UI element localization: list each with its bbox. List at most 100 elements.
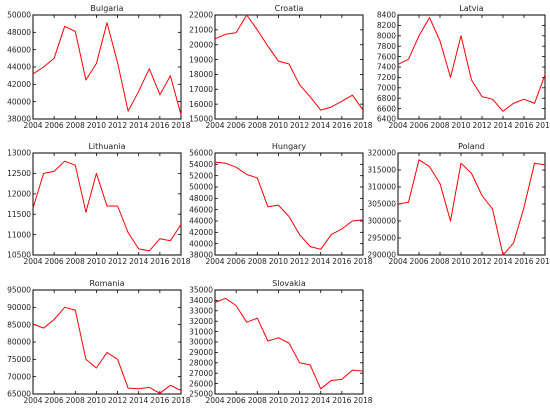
x-tick-label: 2018 bbox=[353, 396, 372, 405]
y-tick-label: 19000 bbox=[189, 55, 213, 64]
y-tick-label: 315000 bbox=[367, 166, 396, 175]
chart-panel: Romania 65000 70000 75000 80000 85000 90000 950… bbox=[7, 279, 191, 405]
x-tick-label: 2016 bbox=[150, 257, 169, 266]
y-tick-label: 16000 bbox=[189, 100, 213, 109]
x-tick-label: 2016 bbox=[150, 121, 169, 130]
x-tick-label: 2016 bbox=[332, 257, 351, 266]
y-tick-label: 6600 bbox=[377, 104, 396, 113]
y-tick-label: 6400 bbox=[377, 115, 396, 124]
chart-panel: Hungary 38000 40000 42000 44000 46000 48000 500… bbox=[189, 142, 373, 266]
chart-title: Hungary bbox=[272, 142, 306, 151]
y-tick-label: 7200 bbox=[377, 73, 396, 82]
y-tick-label: 38000 bbox=[189, 251, 213, 260]
x-tick-label: 2010 bbox=[269, 396, 288, 405]
y-tick-label: 6800 bbox=[377, 94, 396, 103]
x-tick-label: 2006 bbox=[227, 257, 246, 266]
y-tick-label: 65000 bbox=[7, 390, 31, 399]
y-tick-label: 56000 bbox=[189, 149, 213, 158]
x-tick-label: 2018 bbox=[353, 257, 372, 266]
x-tick-label: 2006 bbox=[409, 257, 428, 266]
y-tick-label: 7800 bbox=[377, 42, 396, 51]
chart-title: Latvia bbox=[459, 4, 483, 13]
x-tick-label: 2006 bbox=[45, 257, 64, 266]
x-tick-label: 2006 bbox=[45, 121, 64, 130]
x-tick-label: 2010 bbox=[451, 257, 470, 266]
x-tick-label: 2004 bbox=[23, 121, 42, 130]
x-tick-label: 2014 bbox=[311, 396, 330, 405]
x-tick-label: 2008 bbox=[66, 396, 85, 405]
y-tick-label: 75000 bbox=[7, 355, 31, 364]
x-tick-label: 2004 bbox=[205, 121, 224, 130]
x-tick-label: 2014 bbox=[129, 396, 148, 405]
x-tick-label: 2014 bbox=[311, 257, 330, 266]
x-tick-label: 2014 bbox=[311, 121, 330, 130]
series-line bbox=[214, 161, 364, 250]
x-tick-label: 2018 bbox=[353, 121, 372, 130]
series-line bbox=[32, 22, 182, 115]
plot-frame bbox=[214, 152, 364, 256]
x-tick-label: 2012 bbox=[290, 121, 309, 130]
y-tick-label: 48000 bbox=[189, 194, 213, 203]
y-tick-label: 8400 bbox=[377, 11, 396, 20]
y-tick-label: 42000 bbox=[189, 228, 213, 237]
y-tick-label: 8200 bbox=[377, 21, 396, 30]
x-tick-label: 2014 bbox=[493, 121, 512, 130]
x-tick-label: 2010 bbox=[87, 257, 106, 266]
x-tick-label: 2012 bbox=[108, 121, 127, 130]
y-tick-label: 85000 bbox=[7, 320, 31, 329]
series-line bbox=[397, 17, 546, 112]
y-tick-label: 26000 bbox=[189, 379, 213, 388]
x-tick-label: 2014 bbox=[129, 257, 148, 266]
x-tick-label: 2010 bbox=[269, 257, 288, 266]
y-tick-label: 28000 bbox=[189, 359, 213, 368]
chart-title: Romania bbox=[90, 279, 125, 288]
chart-panel: Lithuania 10500 11000 11500 12000 12500 13000 2… bbox=[7, 142, 191, 266]
y-tick-label: 48000 bbox=[7, 28, 31, 37]
plot-frame bbox=[397, 14, 546, 120]
y-tick-label: 35000 bbox=[189, 286, 213, 295]
x-tick-label: 2004 bbox=[205, 257, 224, 266]
y-tick-label: 8000 bbox=[377, 32, 396, 41]
x-tick-label: 2004 bbox=[23, 257, 42, 266]
x-tick-label: 2008 bbox=[66, 121, 85, 130]
y-tick-label: 31000 bbox=[189, 327, 213, 336]
x-tick-label: 2018 bbox=[171, 121, 190, 130]
x-tick-label: 2014 bbox=[129, 121, 148, 130]
y-tick-label: 40000 bbox=[189, 239, 213, 248]
y-tick-label: 12500 bbox=[7, 169, 31, 178]
x-tick-label: 2008 bbox=[248, 121, 267, 130]
y-tick-label: 46000 bbox=[7, 45, 31, 54]
x-tick-label: 2008 bbox=[248, 396, 267, 405]
y-tick-label: 7400 bbox=[377, 63, 396, 72]
series-line bbox=[32, 160, 182, 252]
x-tick-label: 2012 bbox=[472, 121, 491, 130]
x-tick-label: 2010 bbox=[451, 121, 470, 130]
x-tick-label: 2012 bbox=[472, 257, 491, 266]
y-tick-label: 46000 bbox=[189, 205, 213, 214]
x-tick-label: 2010 bbox=[269, 121, 288, 130]
x-tick-label: 2018 bbox=[171, 257, 190, 266]
chart-panel: Bulgaria 38000 40000 42000 44000 46000 48000 50… bbox=[7, 4, 191, 130]
y-tick-label: 25000 bbox=[189, 390, 213, 399]
y-tick-label: 80000 bbox=[7, 338, 31, 347]
y-tick-label: 290000 bbox=[367, 251, 396, 260]
chart-title: Lithuania bbox=[88, 142, 125, 151]
y-tick-label: 320000 bbox=[367, 149, 396, 158]
y-tick-label: 40000 bbox=[7, 97, 31, 106]
y-tick-label: 34000 bbox=[189, 296, 213, 305]
plot-frame bbox=[32, 152, 182, 256]
chart-title: Croatia bbox=[275, 4, 304, 13]
y-tick-label: 20000 bbox=[189, 40, 213, 49]
y-tick-label: 10500 bbox=[7, 251, 31, 260]
y-tick-label: 32000 bbox=[189, 317, 213, 326]
y-tick-label: 310000 bbox=[367, 183, 396, 192]
x-tick-label: 2016 bbox=[332, 121, 351, 130]
y-tick-label: 44000 bbox=[7, 63, 31, 72]
y-tick-label: 13000 bbox=[7, 149, 31, 158]
y-tick-label: 42000 bbox=[7, 80, 31, 89]
y-tick-label: 95000 bbox=[7, 286, 31, 295]
y-tick-label: 90000 bbox=[7, 303, 31, 312]
